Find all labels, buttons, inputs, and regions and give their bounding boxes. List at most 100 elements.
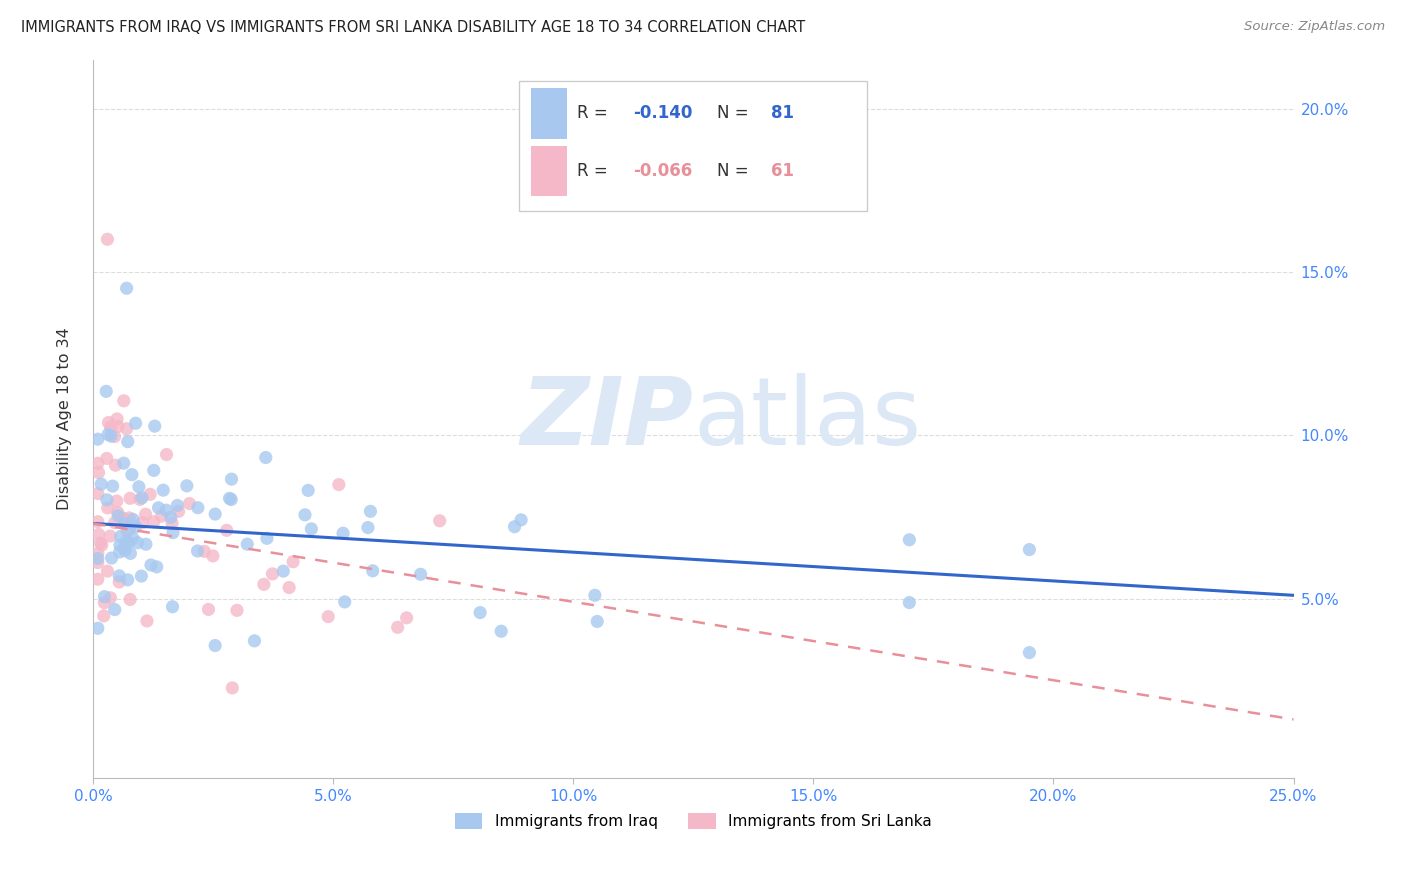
Point [100,429,122,443]
Point [108,545,131,559]
Point [256,531,278,545]
Point [176,479,198,493]
Point [112,511,135,525]
FancyBboxPatch shape [519,81,868,211]
Point [333,595,356,609]
Point [254,450,277,465]
Point [142,463,165,477]
Point [167,504,190,518]
Point [297,483,319,498]
Point [148,500,170,515]
Point [204,507,226,521]
Point [112,393,135,408]
Point [166,499,188,513]
Text: 81: 81 [772,104,794,122]
Point [186,544,208,558]
Point [96,564,118,578]
Point [131,491,153,505]
Point [155,448,177,462]
Point [87,466,110,480]
Point [294,508,316,522]
Point [409,567,432,582]
Point [100,420,122,434]
Point [583,588,606,602]
Bar [531,145,567,196]
Point [316,609,339,624]
Point [468,606,491,620]
Point [97,427,120,442]
Text: N =: N = [717,162,754,180]
Point [143,419,166,434]
Point [96,451,118,466]
Point [160,510,183,524]
Point [160,516,183,531]
Point [93,608,115,623]
Text: -0.066: -0.066 [633,162,693,180]
Point [139,558,162,572]
Point [262,566,284,581]
Point [97,500,120,515]
Point [236,537,259,551]
Point [97,416,120,430]
Point [395,611,418,625]
Point [115,422,138,436]
Point [87,456,110,470]
Point [135,507,157,521]
Text: R =: R = [576,162,613,180]
Point [107,419,129,434]
Point [117,535,139,549]
Point [105,494,128,508]
Point [243,633,266,648]
Point [145,559,167,574]
Point [142,515,165,529]
Point [117,434,139,449]
Point [117,573,139,587]
Point [150,509,173,524]
Point [114,516,136,531]
Point [104,602,127,616]
Point [586,615,609,629]
Point [93,596,115,610]
Point [139,487,162,501]
Point [120,491,142,506]
Point [221,681,243,695]
Point [125,519,148,533]
Point [114,543,136,558]
Point [108,538,131,552]
Point [96,492,118,507]
Point [87,527,110,541]
Point [135,537,157,551]
Point [112,541,135,556]
Point [131,516,153,530]
Text: atlas: atlas [693,373,921,465]
Point [179,497,201,511]
Point [299,522,322,536]
Point [215,524,238,538]
Point [387,620,409,634]
Point [110,529,132,543]
Point [219,492,242,507]
Point [193,544,215,558]
Point [162,525,184,540]
Point [197,602,219,616]
Point [332,526,354,541]
Point [120,546,142,560]
Point [96,384,118,399]
Point [122,532,145,546]
Point [87,551,110,566]
Text: Source: ZipAtlas.com: Source: ZipAtlas.com [1244,20,1385,33]
Point [218,491,240,506]
Point [204,639,226,653]
Point [96,232,118,246]
Point [131,569,153,583]
Text: R =: R = [576,104,613,122]
Point [98,529,121,543]
Y-axis label: Disability Age 18 to 34: Disability Age 18 to 34 [58,327,72,510]
Bar [531,88,567,138]
Point [87,621,110,635]
Point [124,416,146,430]
Point [87,486,110,500]
Point [87,547,110,561]
Point [115,524,138,538]
Point [104,516,127,530]
